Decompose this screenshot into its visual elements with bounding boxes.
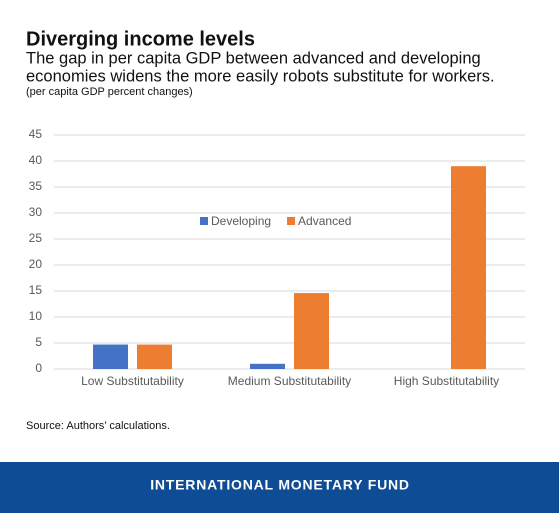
legend-label: Advanced: [298, 214, 351, 228]
legend-swatch: [200, 217, 208, 225]
y-tick-label: 40: [29, 153, 43, 167]
y-tick-label: 45: [29, 127, 43, 141]
y-tick-label: 30: [29, 205, 43, 219]
y-tick-label: 35: [29, 179, 43, 193]
y-tick-label: 5: [35, 335, 42, 349]
y-tick-label: 10: [29, 309, 43, 323]
legend-swatch: [287, 217, 296, 225]
bar: [294, 293, 329, 369]
footer-band: [0, 462, 559, 513]
chart-subtitle: The gap in per capita GDP between advanc…: [26, 49, 481, 67]
chart-title: Diverging income levels: [26, 28, 255, 50]
y-tick-label: 15: [29, 283, 43, 297]
y-tick-label: 20: [29, 257, 43, 271]
bar: [451, 166, 486, 369]
footer-text: INTERNATIONAL MONETARY FUND: [150, 477, 410, 493]
chart-subtitle: economies widens the more easily robots …: [26, 67, 495, 85]
x-tick-label: High Substitutability: [394, 374, 499, 388]
y-tick-label: 0: [35, 361, 42, 375]
legend-label: Developing: [211, 214, 271, 228]
bar: [137, 344, 172, 369]
bar: [250, 363, 285, 369]
source: Source: Authors’ calculations.: [26, 420, 170, 432]
bar: [93, 344, 128, 369]
y-tick-label: 25: [29, 231, 43, 245]
x-tick-label: Low Substitutability: [81, 374, 184, 388]
chart-note: (per capita GDP percent changes): [26, 86, 193, 98]
x-tick-label: Medium Substitutability: [228, 374, 351, 388]
